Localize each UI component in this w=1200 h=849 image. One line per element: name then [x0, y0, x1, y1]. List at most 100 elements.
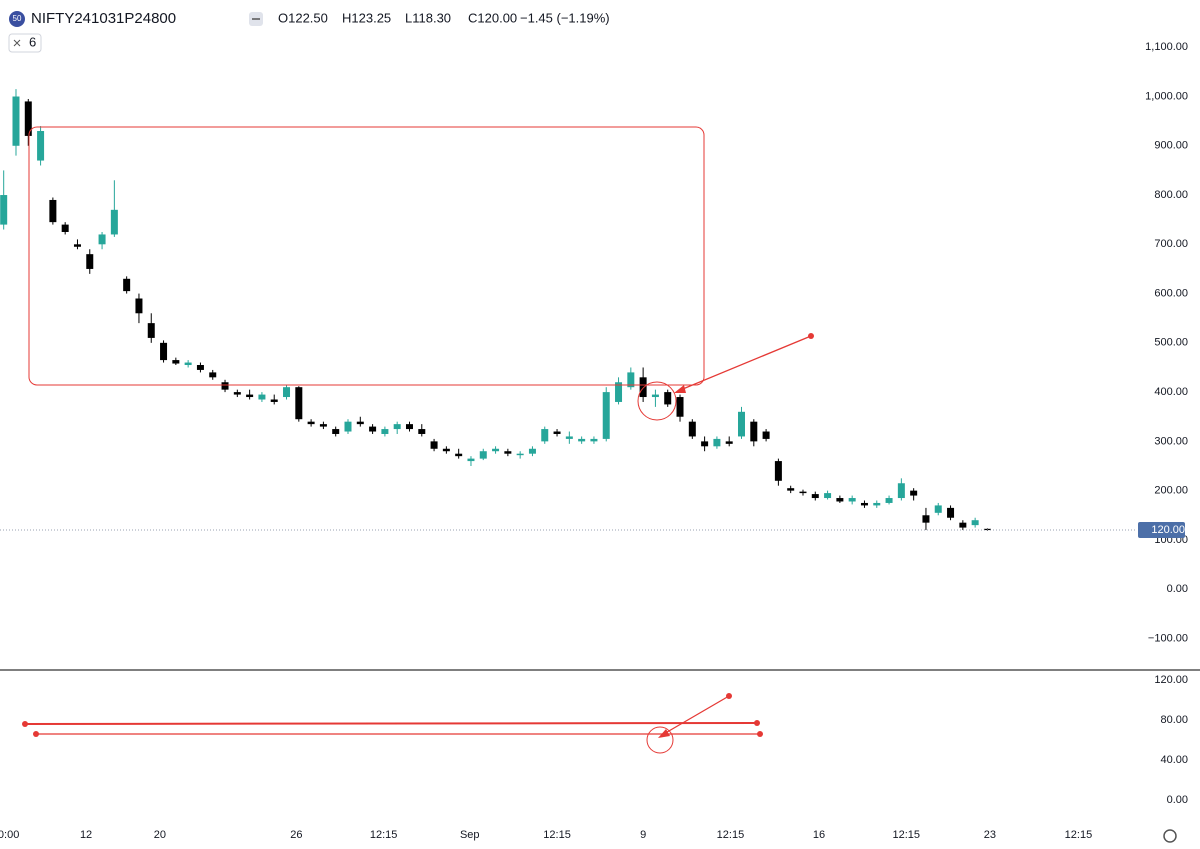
candle-body: [639, 377, 647, 398]
last-price-box: [1138, 522, 1185, 539]
candle-body: [147, 323, 155, 338]
candle-body: [160, 342, 168, 361]
y-tick-label: 600.00: [1154, 287, 1188, 299]
interval: 6: [29, 34, 36, 49]
candle-body: [799, 491, 807, 494]
candle-body: [61, 224, 69, 232]
indicator-icon: [13, 39, 21, 47]
candle-body: [885, 498, 893, 503]
y-tick-label: 200.00: [1154, 485, 1188, 497]
y-tick-label: 800.00: [1154, 189, 1188, 201]
candle-body: [196, 365, 204, 370]
candle-body: [258, 394, 266, 400]
candle-body: [824, 493, 832, 499]
candle-body: [762, 431, 770, 439]
drawing-circle: [637, 381, 677, 421]
drawing-arrow: [661, 695, 730, 736]
candle-body: [516, 453, 524, 456]
candle-body: [246, 394, 254, 398]
candle-body: [541, 429, 549, 442]
candle-body: [590, 438, 598, 442]
candle-body: [319, 424, 327, 427]
candle-body: [897, 483, 905, 499]
candle-body: [295, 387, 303, 420]
y-tick-label: 500.00: [1154, 337, 1188, 349]
drawing-arrow: [677, 335, 812, 392]
candle-body: [565, 436, 573, 439]
y-tick-label: 400.00: [1154, 386, 1188, 398]
candle-body: [983, 528, 991, 531]
y-tick-label: 0.00: [1167, 583, 1188, 595]
x-tick-label: 12:15: [543, 829, 571, 841]
x-tick-label: 16: [813, 829, 825, 841]
candle-body: [578, 438, 586, 442]
candle-body: [504, 451, 512, 454]
candle-body: [135, 298, 143, 314]
candle-body: [492, 448, 500, 452]
y-tick-label: 900.00: [1154, 140, 1188, 152]
x-tick-label: 9: [640, 829, 646, 841]
candle-body: [787, 488, 795, 491]
candle-body: [233, 392, 241, 395]
candle-body: [615, 382, 623, 402]
candle-body: [172, 360, 180, 364]
candle-body: [307, 421, 315, 425]
candle-body: [455, 453, 463, 457]
badge: [9, 11, 25, 27]
candle-body: [393, 424, 401, 430]
x-tick-label: 20: [154, 829, 166, 841]
indicator-box[interactable]: [8, 33, 42, 53]
candle-body: [627, 372, 635, 388]
settings-icon[interactable]: [1163, 829, 1177, 843]
drawing-rectangle: [28, 126, 705, 386]
candle-body: [270, 399, 278, 402]
candle-body: [676, 397, 684, 417]
y-tick-label: 80.00: [1160, 714, 1188, 726]
candle-body: [959, 522, 967, 528]
candle-body: [442, 448, 450, 452]
y-tick-label: −100.00: [1148, 632, 1188, 644]
drawing-circle: [646, 726, 674, 754]
ohlc-close: C120.00: [468, 10, 517, 25]
candle-body: [221, 382, 229, 390]
drawing-dot: [808, 333, 814, 339]
candle-body: [0, 195, 8, 225]
candle-body: [110, 209, 118, 235]
candle-body: [750, 421, 758, 442]
ohlc-open: O122.50: [278, 10, 328, 25]
drawing-dot: [33, 731, 39, 737]
candle-body: [184, 362, 192, 366]
drawing-dot: [754, 720, 760, 726]
y-tick-label: 300.00: [1154, 435, 1188, 447]
candle-body: [860, 502, 868, 506]
candle-body: [369, 426, 377, 432]
drawing-line: [24, 722, 758, 725]
candle-body: [73, 244, 81, 247]
candle-body: [86, 254, 94, 269]
drawing-dot: [22, 721, 28, 727]
drawing-dot: [726, 693, 732, 699]
candle-body: [405, 424, 413, 430]
y-tick-label: 1,000.00: [1145, 90, 1188, 102]
candle-body: [24, 101, 32, 136]
x-tick-label: Sep: [460, 829, 480, 841]
candle-body: [725, 441, 733, 444]
symbol[interactable]: NIFTY241031P24800: [31, 10, 176, 27]
candle-body: [664, 392, 672, 405]
candle-body: [356, 421, 364, 425]
candle-body: [910, 490, 918, 496]
candle-body: [467, 458, 475, 462]
y-tick-label: 1,100.00: [1145, 41, 1188, 53]
x-tick-label: 12:15: [370, 829, 398, 841]
candle-body: [98, 234, 106, 245]
candle-body: [738, 411, 746, 437]
candle-body: [418, 429, 426, 434]
candle-body: [971, 520, 979, 526]
x-tick-label: 12:15: [1065, 829, 1093, 841]
drawing-dot: [757, 731, 763, 737]
ohlc-low: L118.30: [405, 10, 451, 25]
ohlc-high: H123.25: [342, 10, 391, 25]
x-tick-label: 0:00: [0, 829, 19, 841]
